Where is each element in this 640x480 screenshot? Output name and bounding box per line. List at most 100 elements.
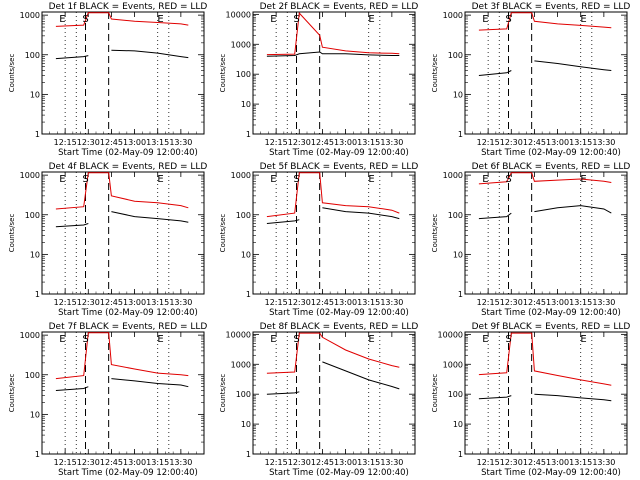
y-tick-label: 1000 <box>20 11 40 20</box>
y-axis-label: Counts/sec <box>8 374 16 413</box>
series-line-lld <box>266 172 400 218</box>
detector-panel-6: Det 6f BLACK = Events, RED = LLD Counts/s… <box>431 162 630 318</box>
y-tick-label: 1000 <box>20 171 40 180</box>
series-line-events <box>55 211 189 228</box>
marker-e: E <box>270 174 276 185</box>
x-tick-label: 12:45 <box>100 458 123 467</box>
plot-frame <box>252 331 416 455</box>
marker-e: E <box>270 14 276 25</box>
x-axis-label: Start Time (02-May-09 12:00:40) <box>269 468 409 478</box>
y-axis-label: Counts/sec <box>8 214 16 253</box>
marker-e: E <box>59 174 65 185</box>
y-tick-label: 1 <box>458 450 463 459</box>
detector-panel-3: Det 3f BLACK = Events, RED = LLD Counts/s… <box>431 2 630 158</box>
marker-e: E <box>580 174 586 185</box>
series-line-events <box>266 361 400 395</box>
y-tick-label: 100 <box>236 70 251 79</box>
y-tick-label: 1000 <box>231 171 251 180</box>
marker-s: S <box>505 334 511 345</box>
y-tick-label: 1 <box>246 130 251 139</box>
x-tick-label: 12:15 <box>54 458 77 467</box>
x-tick-label: 12:30 <box>77 298 100 307</box>
y-tick-label: 1 <box>458 290 463 299</box>
plot-frame <box>41 331 205 455</box>
marker-e: E <box>157 174 163 185</box>
x-tick-label: 13:30 <box>169 298 192 307</box>
x-tick-label: 13:15 <box>146 298 169 307</box>
x-tick-label: 13:00 <box>334 298 357 307</box>
x-tick-label: 12:15 <box>265 298 288 307</box>
series-line-events <box>55 49 189 60</box>
x-axis-label: Start Time (02-May-09 12:00:40) <box>58 308 198 318</box>
series-line-lld <box>478 12 612 31</box>
y-tick-label: 100 <box>25 371 40 380</box>
x-tick-label: 13:15 <box>569 298 592 307</box>
x-tick-label: 12:45 <box>100 298 123 307</box>
marker-e: E <box>580 334 586 345</box>
series-line-events <box>266 51 400 57</box>
series-line-events <box>55 378 189 391</box>
marker-e: E <box>580 14 586 25</box>
y-tick-label: 10 <box>30 410 40 419</box>
y-tick-label: 10 <box>241 100 251 109</box>
marker-s: S <box>82 14 88 25</box>
series-line-lld <box>266 332 400 374</box>
x-tick-label: 12:15 <box>265 138 288 147</box>
x-axis-label: Start Time (02-May-09 12:00:40) <box>481 148 621 158</box>
x-tick-label: 13:00 <box>546 458 569 467</box>
x-tick-label: 12:45 <box>311 138 334 147</box>
plot-frame <box>252 171 416 295</box>
x-tick-label: 13:30 <box>380 298 403 307</box>
x-tick-label: 13:15 <box>146 458 169 467</box>
marker-e: E <box>482 14 488 25</box>
x-tick-label: 12:15 <box>265 458 288 467</box>
x-tick-label: 13:15 <box>146 138 169 147</box>
marker-s: S <box>505 14 511 25</box>
plot-frame <box>464 171 628 295</box>
detector-panel-2: Det 2f BLACK = Events, RED = LLD Counts/s… <box>219 2 418 158</box>
panel-title: Det 9f BLACK = Events, RED = LLD <box>472 322 631 332</box>
series-line-events <box>478 60 612 76</box>
y-tick-label: 10000 <box>438 330 463 339</box>
detector-panel-7: Det 7f BLACK = Events, RED = LLD Counts/s… <box>8 322 207 478</box>
x-axis-label: Start Time (02-May-09 12:00:40) <box>269 308 409 318</box>
series-line-events <box>266 207 400 224</box>
x-tick-label: 13:30 <box>380 458 403 467</box>
x-tick-label: 13:30 <box>169 458 192 467</box>
y-tick-label: 1000 <box>231 40 251 49</box>
y-tick-label: 1000 <box>231 360 251 369</box>
marker-e: E <box>157 14 163 25</box>
y-tick-label: 1000 <box>20 331 40 340</box>
x-tick-label: 13:00 <box>123 298 146 307</box>
x-tick-label: 13:00 <box>123 138 146 147</box>
detector-panel-8: Det 8f BLACK = Events, RED = LLD Counts/s… <box>219 322 418 478</box>
x-tick-label: 13:15 <box>357 458 380 467</box>
x-tick-label: 12:30 <box>288 458 311 467</box>
x-axis-label: Start Time (02-May-09 12:00:40) <box>269 148 409 158</box>
y-tick-label: 10 <box>241 250 251 259</box>
x-tick-label: 12:15 <box>54 138 77 147</box>
y-tick-label: 10 <box>241 420 251 429</box>
panel-title: Det 2f BLACK = Events, RED = LLD <box>260 2 419 12</box>
y-tick-label: 100 <box>25 211 40 220</box>
marker-e: E <box>368 174 374 185</box>
marker-s: S <box>293 174 299 185</box>
detector-panel-9: Det 9f BLACK = Events, RED = LLD Counts/s… <box>431 322 630 478</box>
panel-title: Det 1f BLACK = Events, RED = LLD <box>49 2 208 12</box>
y-tick-label: 10000 <box>226 330 251 339</box>
y-tick-label: 1 <box>458 130 463 139</box>
plot-frame <box>41 11 205 135</box>
x-axis-label: Start Time (02-May-09 12:00:40) <box>481 468 621 478</box>
y-tick-label: 1 <box>35 130 40 139</box>
y-tick-label: 10 <box>30 250 40 259</box>
plot-frame <box>464 331 628 455</box>
y-axis-label: Counts/sec <box>8 54 16 93</box>
x-tick-label: 12:15 <box>477 458 500 467</box>
y-axis-label: Counts/sec <box>219 214 227 253</box>
detector-panel-4: Det 4f BLACK = Events, RED = LLD Counts/s… <box>8 162 207 318</box>
x-tick-label: 12:45 <box>100 138 123 147</box>
marker-e: E <box>368 14 374 25</box>
x-tick-label: 13:30 <box>592 298 615 307</box>
y-tick-label: 10 <box>453 250 463 259</box>
x-tick-label: 13:30 <box>380 138 403 147</box>
